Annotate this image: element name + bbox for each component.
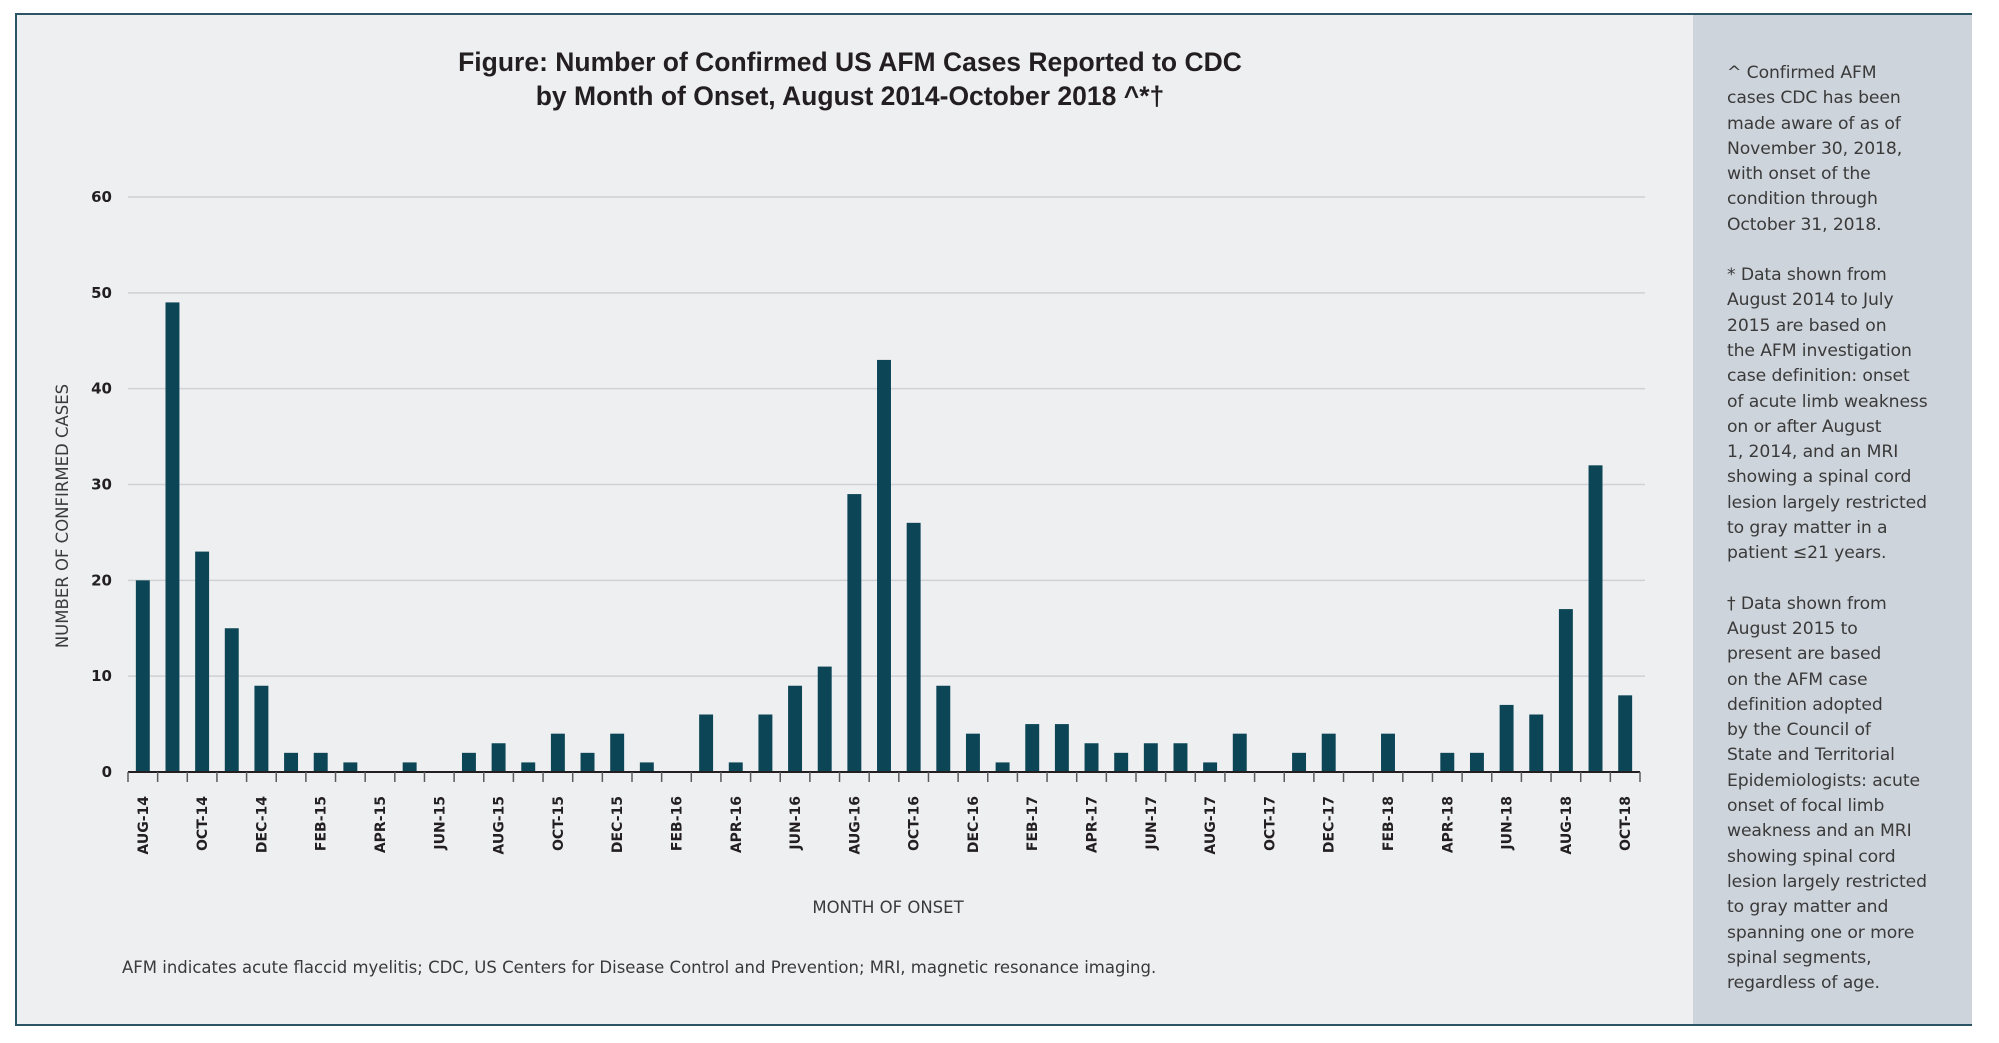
bar [965,733,980,772]
y-tick-label: 40 [91,380,112,398]
bar [402,762,417,772]
bar [1025,724,1040,772]
y-axis-title: NUMBER OF CONFIRMED CASES [53,384,72,648]
bar [1114,752,1129,772]
y-tick-label: 20 [91,571,112,589]
y-tick-labels: 0 10 20 30 40 50 60 [91,188,112,781]
bar [1143,743,1158,772]
bar [1173,743,1188,772]
bar [1292,752,1307,772]
x-tick-label: OCT-15 [551,796,567,851]
x-tick-label: OCT-14 [195,796,211,851]
bar [1440,752,1455,772]
chart-title-line-1: Figure: Number of Confirmed US AFM Cases… [458,47,1242,77]
bar [343,762,358,772]
x-tick-label: DEC-15 [610,796,626,853]
x-tick-label: APR-15 [373,796,389,853]
y-tick-label: 50 [91,284,112,302]
x-tick-label: OCT-16 [907,796,923,851]
x-tick-label: AUG-15 [492,796,508,855]
x-tick-label: APR-18 [1440,796,1456,853]
bar [1558,609,1573,772]
bar [1618,695,1633,772]
y-tick-label: 10 [91,667,112,685]
note-cste-definition: † Data shown from August 2015 to present… [1727,593,1927,994]
bar [639,762,654,772]
bar [1203,762,1218,772]
bar [1084,743,1099,772]
x-tick-label: OCT-18 [1618,796,1634,851]
bar [788,685,803,772]
bar [224,628,239,772]
bar [461,752,476,772]
abbreviations-footnote: AFM indicates acute flaccid myelitis; CD… [122,958,1157,977]
y-tick-label: 0 [102,763,112,781]
x-tick-label: JUN-17 [1144,796,1160,851]
bar [550,733,565,772]
x-tick-label: AUG-17 [1203,796,1219,855]
x-axis [127,771,1641,782]
x-tick-label: APR-17 [1085,796,1101,853]
x-axis-title: MONTH OF ONSET [812,898,964,917]
x-tick-label: FEB-16 [669,796,685,851]
x-tick-label: OCT-17 [1262,796,1278,851]
x-tick-label: FEB-17 [1025,796,1041,851]
x-tick-label: AUG-16 [847,796,863,855]
bar [936,685,951,772]
bar [195,551,210,772]
bar [1232,733,1247,772]
bar [1529,714,1544,772]
bar [758,714,773,772]
bars [135,302,1633,772]
y-tick-label: 30 [91,476,112,494]
bar [313,752,328,772]
side-notes-panel: ^ Confirmed AFM cases CDC has been made … [1693,15,1972,1024]
x-tick-label: AUG-18 [1559,796,1575,855]
x-tick-label: AUG-14 [136,796,152,855]
bar [284,752,299,772]
x-tick-label: DEC-16 [966,796,982,853]
bar [1499,704,1514,772]
bar [135,580,150,772]
x-tick-label: DEC-17 [1322,796,1338,853]
bar [610,733,625,772]
bar [521,762,536,772]
note-confirmed-cases: ^ Confirmed AFM cases CDC has been made … [1727,63,1903,235]
note-investigation-definition: * Data shown from August 2014 to July 20… [1727,265,1928,564]
bar [491,743,506,772]
bar [1321,733,1336,772]
bar [906,522,921,772]
x-tick-label: APR-16 [729,796,745,853]
bar [847,494,862,772]
x-tick-label: FEB-15 [314,796,330,851]
bar [165,302,180,772]
bar [1054,724,1069,772]
x-tick-label: FEB-18 [1381,796,1397,851]
bar [580,752,595,772]
bar [1469,752,1484,772]
bar [877,359,891,772]
bar [254,685,269,772]
chart-title: Figure: Number of Confirmed US AFM Cases… [300,45,1400,113]
bar [1588,465,1603,772]
y-tick-label: 60 [91,188,112,206]
x-tick-label: JUN-16 [788,796,804,851]
bar [995,762,1010,772]
bar [1381,733,1395,772]
x-tick-label: DEC-14 [254,796,270,853]
x-tick-labels: AUG-14 OCT-14 DEC-14 FEB-15 APR-15 JUN-15 AUG-… [136,796,1634,855]
bar [699,714,714,772]
figure-frame: ^ Confirmed AFM cases CDC has been made … [15,13,1972,1026]
x-tick-label: JUN-18 [1500,796,1516,851]
bar [817,666,832,772]
bar [728,762,743,772]
chart-title-line-2: by Month of Onset, August 2014-October 2… [535,81,1165,111]
x-tick-label: JUN-15 [432,796,448,851]
